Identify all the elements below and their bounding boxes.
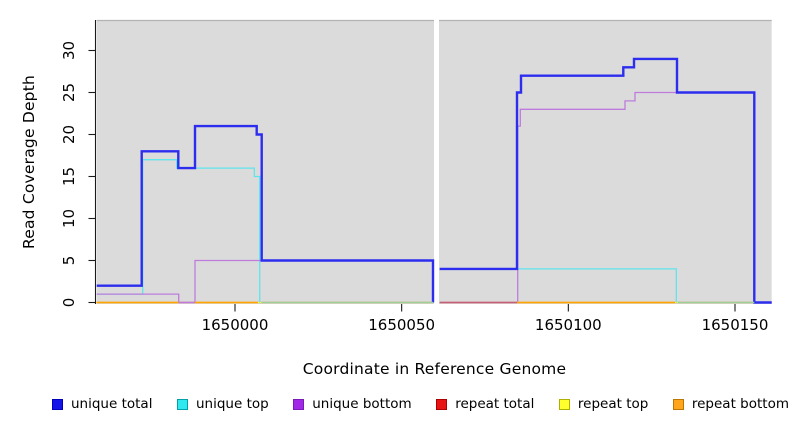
series-unique-total xyxy=(439,57,772,304)
legend-swatch-icon xyxy=(177,398,188,410)
legend-label: unique bottom xyxy=(312,396,412,412)
legend-label: repeat top xyxy=(577,396,649,412)
legend-item-repeat-total: repeat total xyxy=(436,396,534,412)
legend-swatch-icon xyxy=(436,398,448,410)
x-tick-label: 1650150 xyxy=(702,316,769,334)
legend-swatch-icon xyxy=(293,398,305,410)
legend-item-unique-bottom: unique bottom xyxy=(293,396,412,412)
legend-label: repeat bottom xyxy=(691,396,789,412)
plot-panel-right xyxy=(439,20,772,304)
legend-label: unique top xyxy=(196,396,269,412)
y-tick-label: 25 xyxy=(60,83,78,102)
y-tick-label: 15 xyxy=(60,167,78,186)
coverage-chart-canvas: 0 5 10 15 20 25 30 1650000 1650050 1650100 1650150 xyxy=(60,19,772,334)
x-tick-label: 1650050 xyxy=(368,316,435,334)
x-tick-label: 1650100 xyxy=(535,316,602,334)
y-axis-title: Read Coverage Depth xyxy=(20,74,38,250)
legend: unique total unique top unique bottom repea… xyxy=(52,396,789,412)
legend-swatch-icon xyxy=(52,398,63,410)
plot-panel-left xyxy=(96,20,435,304)
legend-swatch-icon xyxy=(672,398,684,410)
legend-item-repeat-bottom: repeat bottom xyxy=(672,396,789,412)
legend-item-repeat-top: repeat top xyxy=(558,396,649,412)
legend-item-unique-total: unique total xyxy=(52,396,152,412)
legend-swatch-icon xyxy=(558,398,570,410)
series-unique-total xyxy=(96,124,435,303)
y-tick-label: 5 xyxy=(60,256,78,266)
x-tick-label: 1650000 xyxy=(202,316,269,334)
y-tick-label: 20 xyxy=(60,125,78,144)
y-tick-label: 0 xyxy=(60,298,78,308)
y-tick-label: 10 xyxy=(60,209,78,228)
y-tick-label: 30 xyxy=(60,41,78,60)
series-unique-top xyxy=(439,268,677,303)
legend-label: unique total xyxy=(71,396,153,412)
legend-label: repeat total xyxy=(455,396,535,412)
x-axis-title: Coordinate in Reference Genome xyxy=(302,360,567,378)
legend-item-unique-top: unique top xyxy=(177,396,269,412)
